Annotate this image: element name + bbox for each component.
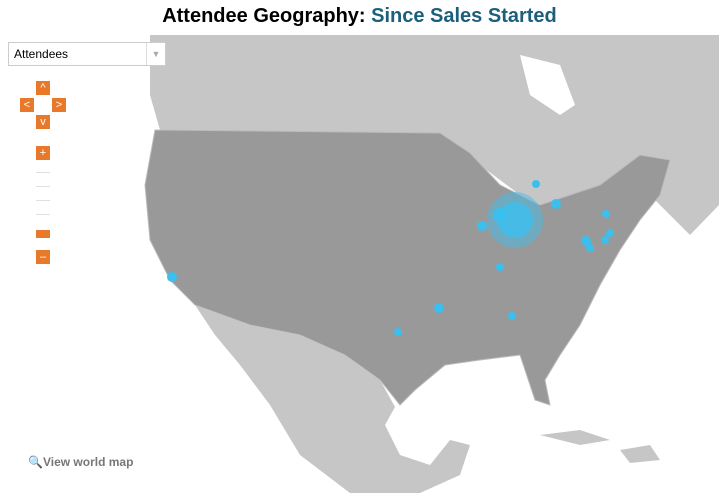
canada [150,35,719,235]
title-main: Attendee Geography: [162,5,366,27]
zoom-in[interactable]: + [36,146,50,160]
zoom-tick [36,200,50,201]
title-sub: Since Sales Started [371,5,557,27]
title: Attendee Geography: Since Sales Started [0,5,719,28]
zoom-tick [36,172,50,173]
zoom-level[interactable] [36,230,50,238]
dropdown-label: Attendees [14,47,69,61]
cuba [540,430,610,445]
pan-up[interactable]: ^ [36,81,50,95]
zoom-tick [36,214,50,215]
hudson-bay [520,55,575,115]
hispaniola [620,445,660,463]
world-map-link[interactable]: 🔍View world map [28,455,134,469]
zoom-tick [36,186,50,187]
pan-left[interactable]: < [20,98,34,112]
world-map-link-text: View world map [42,455,134,469]
zoom-out[interactable]: – [36,250,50,264]
pan-down[interactable]: v [36,115,50,129]
dropdown[interactable]: Attendees ▼ [8,42,166,66]
mexico [195,305,470,493]
pan-right[interactable]: > [52,98,66,112]
dropdown-arrow: ▼ [146,43,165,65]
map [0,35,719,493]
attendee-bubbles [167,180,614,336]
